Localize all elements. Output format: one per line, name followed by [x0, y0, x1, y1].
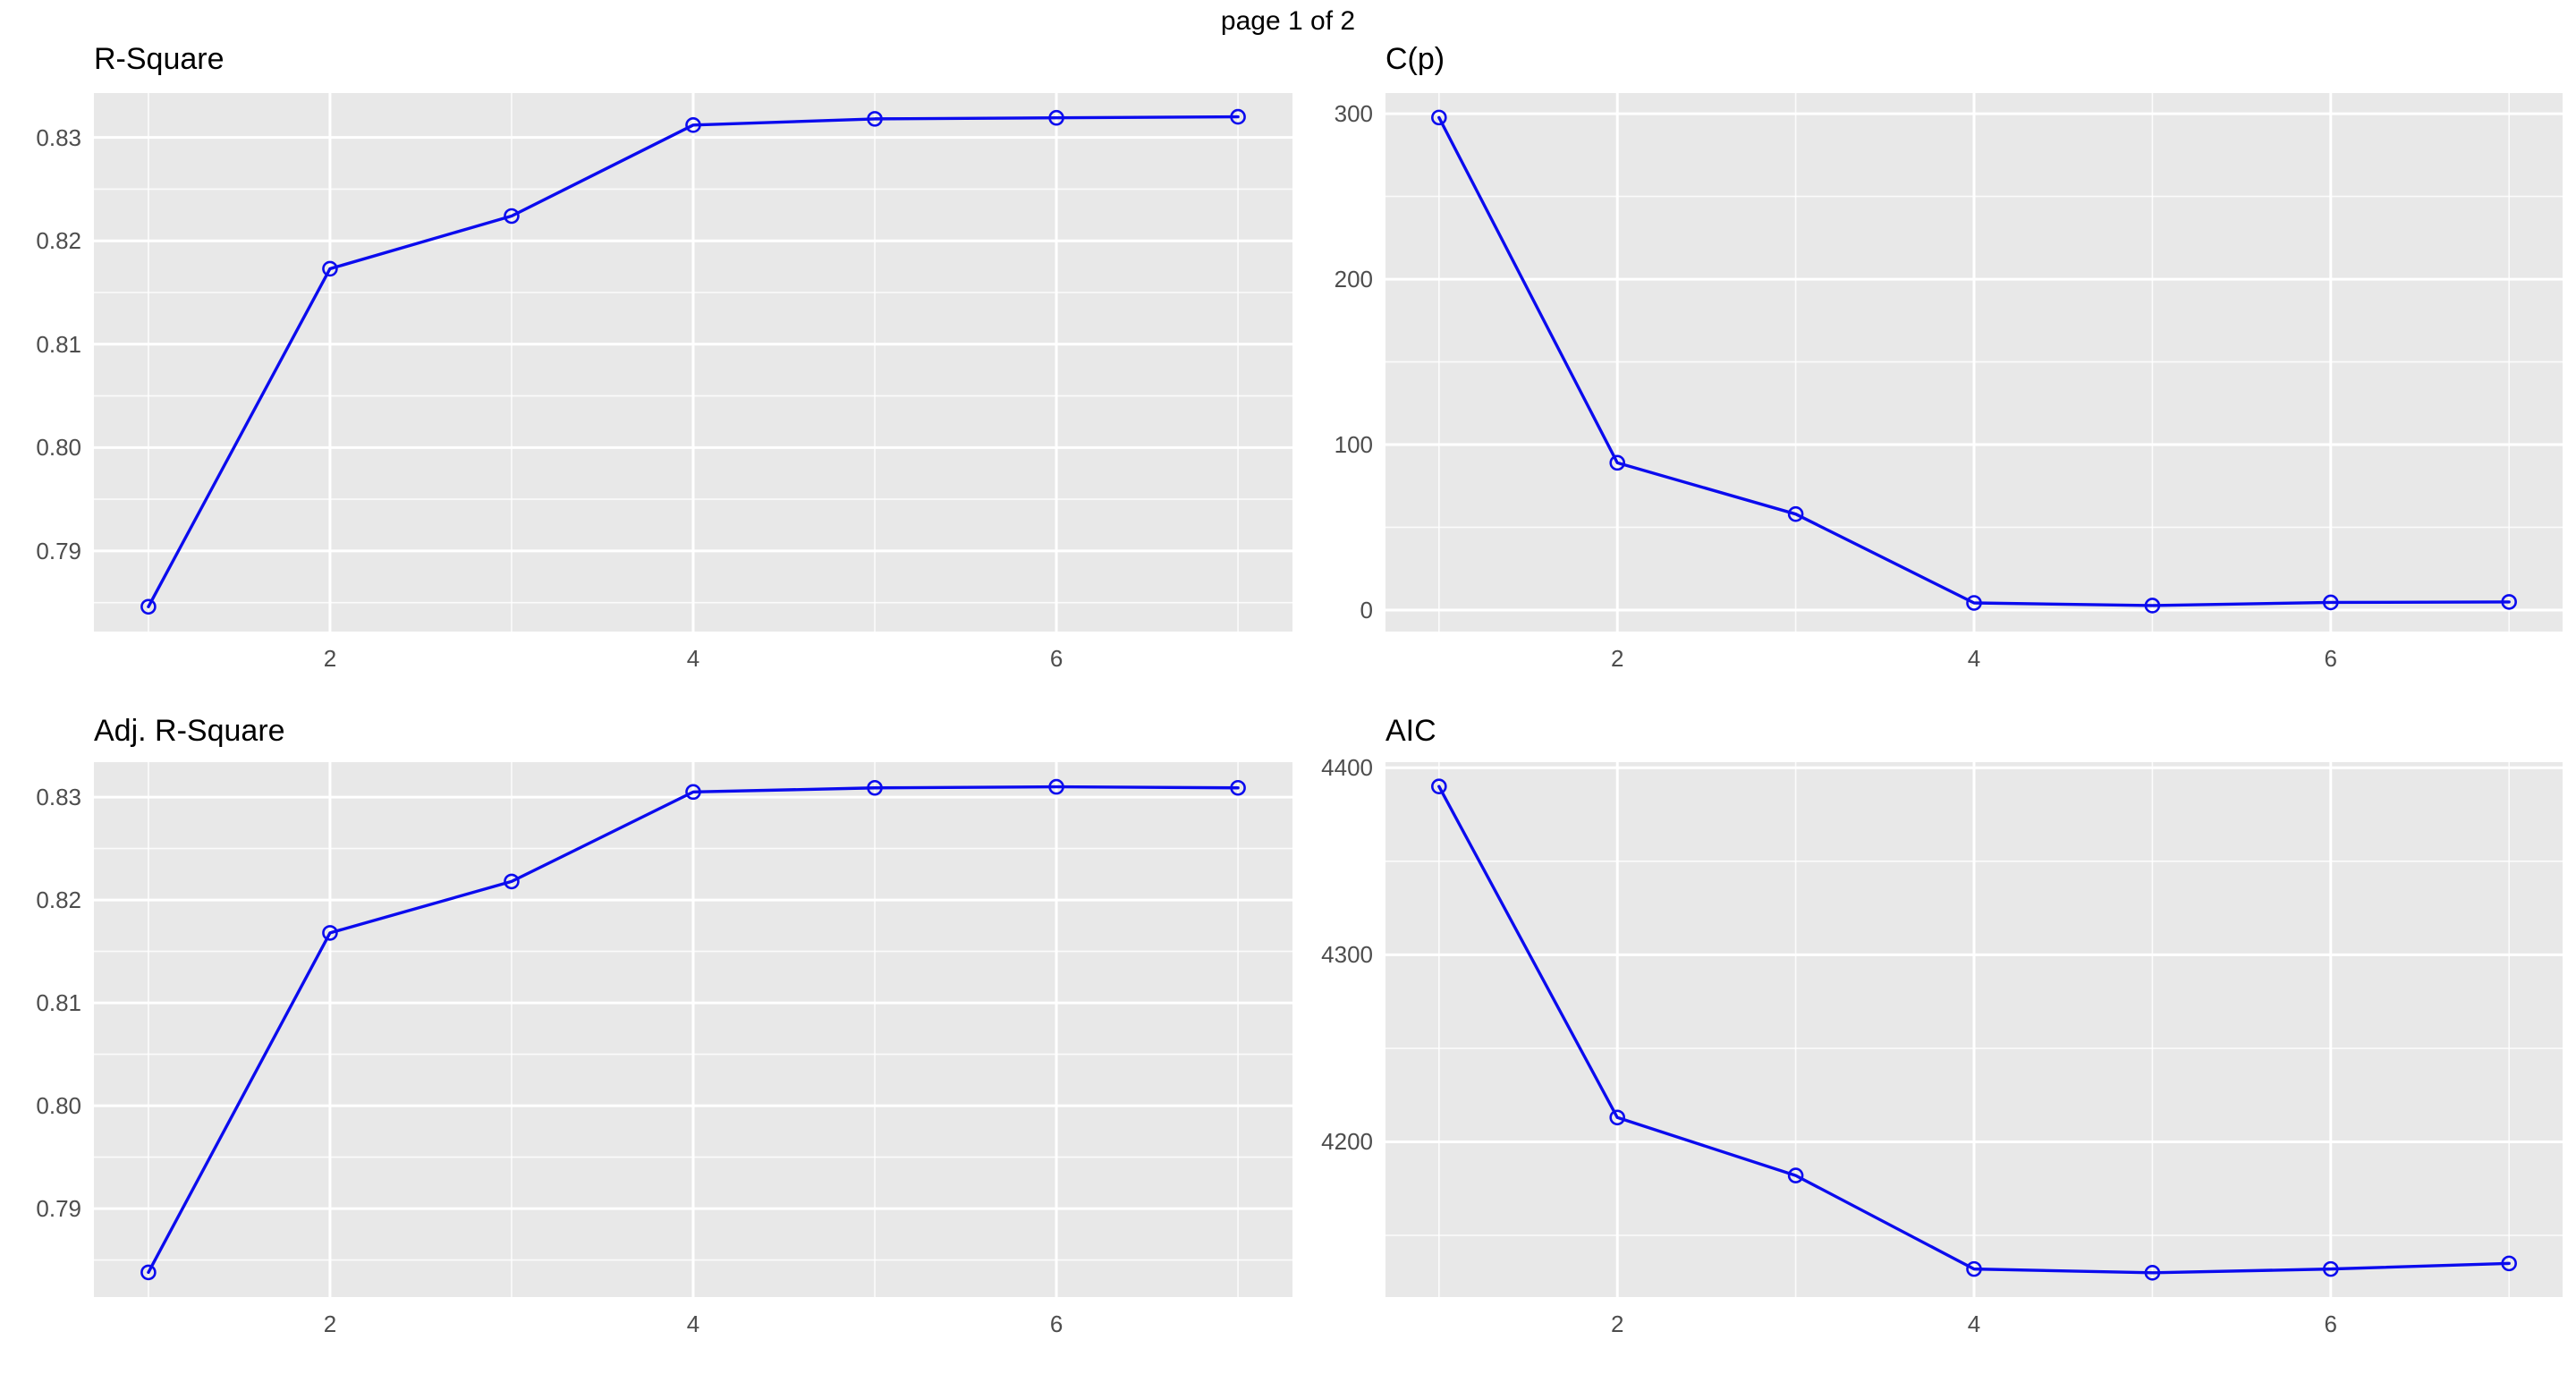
y-tick-label: 0.79	[36, 1195, 81, 1223]
data-point-marker	[1787, 505, 1804, 522]
chart-title-cp: C(p)	[1385, 42, 1445, 76]
panel-background	[94, 762, 1292, 1297]
y-tick-label: 0	[1360, 596, 1373, 623]
panel-background	[1385, 762, 2563, 1297]
y-tick-label: 0.80	[36, 1092, 81, 1120]
x-tick-label: 4	[1967, 1310, 1981, 1337]
data-point-marker	[1230, 108, 1246, 125]
data-point-marker	[1609, 454, 1626, 471]
x-tick-label: 2	[1610, 1310, 1624, 1337]
data-point-marker	[1966, 1260, 1982, 1277]
y-tick-label: 0.80	[36, 434, 81, 462]
data-point-marker	[2144, 598, 2161, 614]
plot-panel	[1385, 762, 2563, 1297]
plot-panel	[1385, 93, 2563, 632]
y-tick-label: 4300	[1321, 941, 1373, 969]
chart-title-aic: AIC	[1385, 714, 1436, 748]
data-point-marker	[685, 117, 701, 133]
page-title: page 1 of 2	[1220, 6, 1356, 36]
data-point-marker	[685, 784, 701, 801]
data-point-marker	[1230, 779, 1246, 796]
data-point-marker	[322, 925, 338, 941]
data-point-marker	[140, 598, 157, 615]
panel-background	[94, 93, 1292, 632]
data-point-marker	[1431, 109, 1447, 126]
data-point-marker	[1966, 595, 1982, 611]
data-point-marker	[2322, 1260, 2339, 1277]
x-tick-label: 6	[1049, 1310, 1063, 1337]
x-tick-label: 4	[686, 645, 700, 672]
panel-background	[1385, 93, 2563, 632]
series-line	[147, 785, 1240, 1275]
y-tick-label: 0.81	[36, 989, 81, 1017]
y-tick-label: 200	[1334, 266, 1373, 293]
data-point-marker	[2322, 594, 2339, 611]
y-tick-label: 0.79	[36, 537, 81, 564]
y-tick-label: 4200	[1321, 1128, 1373, 1156]
y-tick-label: 300	[1334, 100, 1373, 128]
y-tick-label: 0.83	[36, 784, 81, 811]
series-line	[1437, 785, 2511, 1275]
data-point-marker	[504, 208, 520, 225]
chart-title-adj-r-square: Adj. R-Square	[94, 714, 285, 748]
y-tick-label: 0.82	[36, 227, 81, 255]
plot-panel	[94, 93, 1292, 632]
x-tick-label: 2	[323, 645, 337, 672]
data-point-marker	[504, 873, 520, 890]
x-tick-label: 4	[686, 1310, 700, 1337]
x-tick-label: 4	[1967, 645, 1981, 672]
x-tick-label: 2	[1610, 645, 1624, 672]
data-point-marker	[2501, 1255, 2517, 1272]
x-tick-label: 2	[323, 1310, 337, 1337]
data-point-marker	[1787, 1167, 1804, 1183]
y-tick-label: 0.81	[36, 330, 81, 358]
series-line	[1437, 115, 2511, 607]
data-point-marker	[322, 260, 338, 277]
data-point-marker	[1609, 1109, 1626, 1126]
y-tick-label: 0.83	[36, 123, 81, 151]
x-tick-label: 6	[2324, 1310, 2338, 1337]
data-point-marker	[1048, 109, 1064, 126]
y-tick-label: 0.82	[36, 886, 81, 914]
y-tick-label: 4400	[1321, 754, 1373, 782]
plot-panel	[94, 762, 1292, 1297]
data-point-marker	[1048, 778, 1064, 795]
data-point-marker	[2501, 594, 2517, 610]
data-point-marker	[140, 1264, 157, 1281]
y-tick-label: 100	[1334, 431, 1373, 458]
series-line	[147, 114, 1240, 608]
data-point-marker	[1431, 778, 1447, 794]
data-point-marker	[867, 779, 883, 796]
x-tick-label: 6	[1049, 645, 1063, 672]
chart-title-r-square: R-Square	[94, 42, 225, 76]
data-point-marker	[2144, 1265, 2161, 1281]
data-point-marker	[867, 111, 883, 127]
x-tick-label: 6	[2324, 645, 2338, 672]
